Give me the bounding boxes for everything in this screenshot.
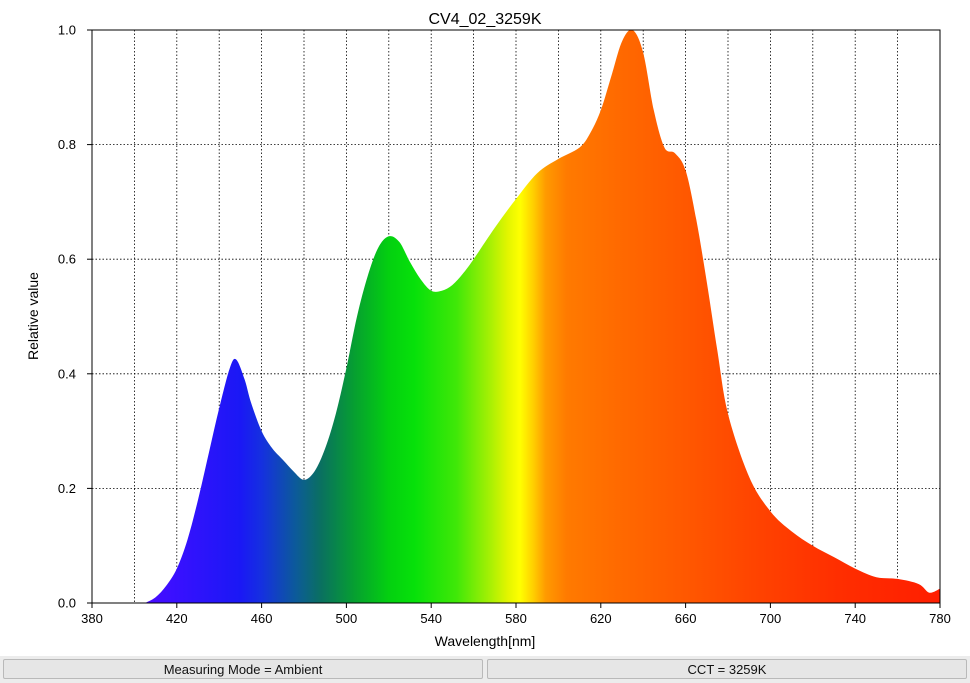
x-tick-label: 500 [336,611,358,626]
x-tick-label: 700 [760,611,782,626]
cct-field: CCT = 3259K [487,659,967,679]
y-tick-label: 0.2 [58,481,76,496]
x-tick-label: 580 [505,611,527,626]
x-tick-label: 740 [844,611,866,626]
y-axis-label: Relative value [25,272,41,360]
measuring-mode-field: Measuring Mode = Ambient [3,659,483,679]
status-bar: Measuring Mode = Ambient CCT = 3259K [0,656,970,683]
x-tick-label: 660 [675,611,697,626]
y-tick-label: 0.4 [58,366,76,381]
x-tick-label: 460 [251,611,273,626]
x-tick-label: 380 [81,611,103,626]
y-tick-label: 0.8 [58,137,76,152]
y-tick-label: 0.0 [58,596,76,611]
y-axis-ticks: 0.0 0.2 0.4 0.6 0.8 1.0 [58,23,92,611]
spectrum-chart: CV4_02_3259K 380 420 460 500 540 580 620 660 700… [25,11,951,649]
chart-title: CV4_02_3259K [429,11,542,28]
x-tick-label: 780 [929,611,951,626]
x-tick-label: 620 [590,611,612,626]
x-axis-label: Wavelength[nm] [435,633,536,649]
y-tick-label: 1.0 [58,23,76,38]
x-axis-ticks: 380 420 460 500 540 580 620 660 700 740 780 [81,603,951,626]
x-tick-label: 540 [420,611,442,626]
spectrum-area [145,29,940,603]
y-tick-label: 0.6 [58,252,76,267]
x-tick-label: 420 [166,611,188,626]
